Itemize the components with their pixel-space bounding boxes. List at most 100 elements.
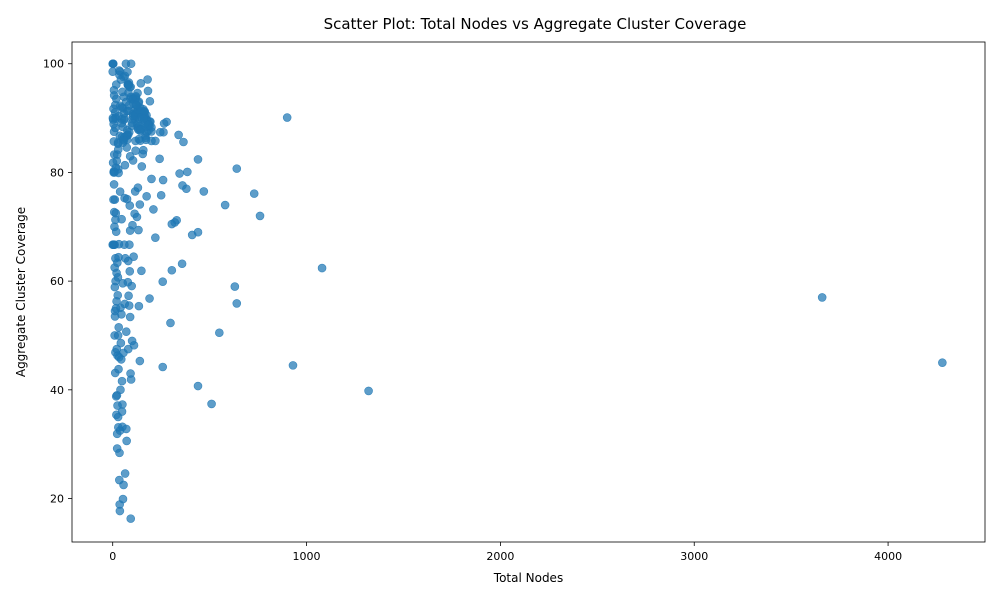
scatter-point <box>142 192 151 201</box>
scatter-point <box>110 306 120 316</box>
scatter-point <box>109 180 119 189</box>
scatter-point <box>124 80 133 90</box>
scatter-point <box>109 127 119 136</box>
scatter-point <box>110 331 119 340</box>
scatter-point <box>125 312 135 322</box>
scatter-point <box>136 79 146 88</box>
x-tick-label: 0 <box>109 550 116 563</box>
scatter-point <box>145 294 154 303</box>
scatter-point <box>288 361 298 370</box>
scatter-point <box>138 149 148 159</box>
scatter-point <box>116 338 126 348</box>
scatter-point <box>183 167 192 177</box>
scatter-point <box>112 429 122 439</box>
scatter-point <box>179 137 188 147</box>
scatter-point <box>109 150 119 159</box>
scatter-point <box>156 190 166 200</box>
scatter-point <box>111 94 121 104</box>
scatter-point <box>130 209 139 219</box>
scatter-point <box>174 130 183 140</box>
scatter-point <box>159 119 169 128</box>
scatter-point <box>155 127 165 137</box>
scatter-point <box>115 475 124 485</box>
scatter-point <box>364 386 373 396</box>
scatter-point <box>120 114 129 123</box>
scatter-point <box>114 323 124 332</box>
scatter-point <box>193 381 203 391</box>
scatter-point <box>109 137 119 146</box>
scatter-point <box>110 222 119 232</box>
scatter-point <box>167 265 177 275</box>
scatter-point <box>111 348 120 357</box>
scatter-point <box>178 181 187 190</box>
scatter-point <box>139 114 149 123</box>
scatter-point <box>145 96 155 106</box>
scatter-point <box>207 399 216 409</box>
scatter-point <box>121 327 131 336</box>
scatter-point <box>128 111 138 121</box>
scatter-point <box>133 88 142 98</box>
scatter-point <box>126 369 135 378</box>
scatter-point <box>193 155 203 164</box>
scatter-point <box>125 226 135 235</box>
scatter-point <box>232 164 242 173</box>
scatter-point <box>158 362 168 372</box>
y-axis-label: Aggregate Cluster Coverage <box>14 207 28 377</box>
scatter-point <box>166 318 175 328</box>
scatter-point <box>134 301 144 311</box>
scatter-point <box>232 299 242 308</box>
scatter-point <box>149 205 158 214</box>
scatter-point <box>108 59 118 69</box>
x-tick-label: 2000 <box>486 550 514 563</box>
scatter-point <box>110 282 120 292</box>
scatter-point <box>131 100 141 110</box>
scatter-point <box>938 358 947 367</box>
x-axis-label: Total Nodes <box>493 571 563 585</box>
scatter-point <box>117 376 127 386</box>
scatter-point <box>199 187 209 196</box>
scatter-point <box>187 230 197 240</box>
scatter-point <box>126 514 136 523</box>
scatter-point <box>119 136 129 145</box>
scatter-point <box>115 500 124 509</box>
chart-title: Scatter Plot: Total Nodes vs Aggregate C… <box>324 15 747 33</box>
scatter-point <box>155 154 164 164</box>
scatter-point <box>220 200 230 210</box>
scatter-point <box>151 233 160 242</box>
scatter-point <box>122 194 132 204</box>
scatter-point <box>141 135 151 145</box>
scatter-point <box>117 214 126 224</box>
scatter-point <box>177 259 187 269</box>
scatter-point <box>230 282 240 291</box>
scatter-point <box>158 277 168 286</box>
x-tick-label: 4000 <box>874 550 902 563</box>
scatter-point <box>113 401 122 410</box>
scatter-point <box>128 156 138 165</box>
scatter-point <box>108 240 118 250</box>
y-tick-label: 20 <box>50 493 64 506</box>
scatter-point <box>282 113 292 122</box>
scatter-point <box>115 187 125 196</box>
scatter-point <box>255 211 265 221</box>
x-tick-label: 1000 <box>293 550 321 563</box>
y-tick-label: 40 <box>50 384 64 397</box>
scatter-point <box>249 189 259 198</box>
scatter-point <box>122 143 132 152</box>
scatter-point <box>127 336 137 346</box>
scatter-point <box>124 127 134 137</box>
scatter-point <box>114 66 124 75</box>
scatter-point <box>131 146 140 155</box>
scatter-point <box>108 158 118 167</box>
scatter-point <box>137 162 147 171</box>
scatter-point <box>158 175 168 185</box>
scatter-point <box>125 267 135 276</box>
scatter-point <box>111 392 121 401</box>
scatter-point <box>140 107 149 116</box>
scatter-point <box>111 253 120 263</box>
scatter-point <box>109 168 118 177</box>
scatter-point <box>109 195 118 204</box>
scatter-point <box>122 436 131 446</box>
y-tick-label: 60 <box>50 275 64 288</box>
scatter-point <box>120 160 130 170</box>
